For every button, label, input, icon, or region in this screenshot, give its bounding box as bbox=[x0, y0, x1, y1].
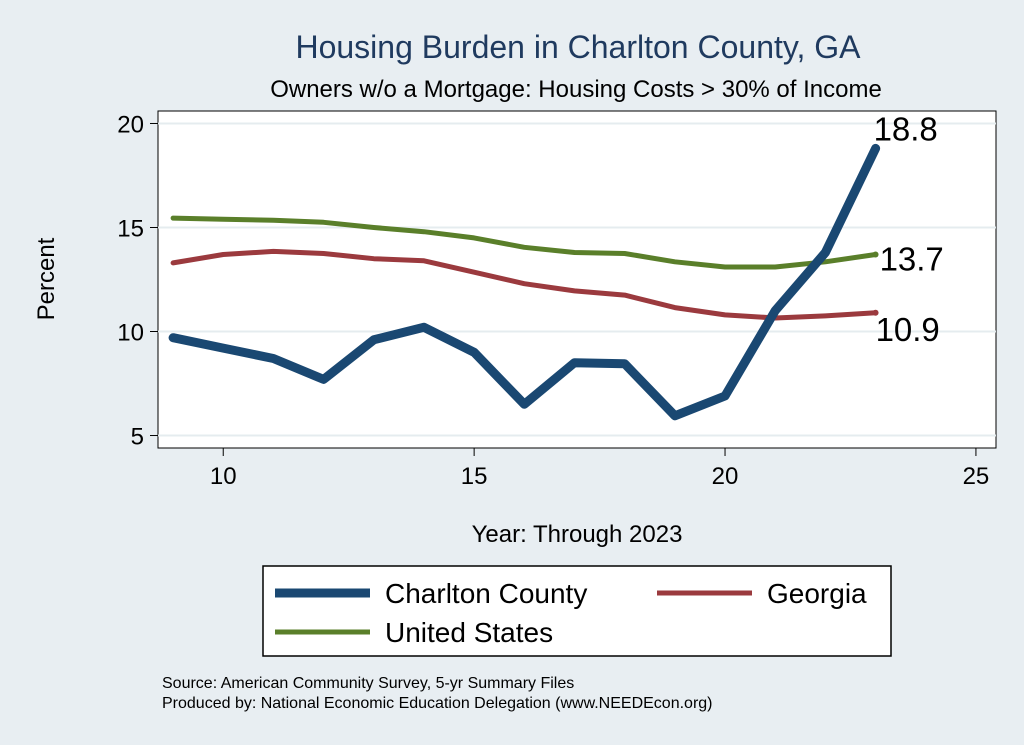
plot-area bbox=[157, 110, 997, 449]
y-tick-label-15: 15 bbox=[117, 215, 144, 242]
x-axis: 10 15 20 25 bbox=[210, 448, 989, 490]
x-axis-label: Year: Through 2023 bbox=[472, 521, 683, 548]
legend-box bbox=[262, 565, 892, 657]
series-line-georgia bbox=[170, 248, 879, 321]
produced-by-note: Produced by: National Economic Education… bbox=[162, 695, 713, 712]
x-tick-label-10: 10 bbox=[210, 463, 237, 490]
y-tick-label-5: 5 bbox=[131, 424, 144, 451]
x-tick-label-15: 15 bbox=[461, 463, 488, 490]
series-end-point-georgia bbox=[872, 309, 879, 316]
source-note: Source: American Community Survey, 5-yr … bbox=[162, 675, 574, 692]
y-axis-label: Percent bbox=[33, 237, 60, 320]
end-label-united-states: 13.7 bbox=[880, 241, 944, 278]
legend-label-united-states: United States bbox=[385, 617, 553, 648]
series-end-point-united-states bbox=[872, 251, 879, 258]
y-tick-label-20: 20 bbox=[117, 111, 144, 138]
end-label-georgia: 10.9 bbox=[876, 311, 940, 348]
chart-subtitle: Owners w/o a Mortgage: Housing Costs > 3… bbox=[270, 76, 882, 103]
legend: Charlton County Georgia United States bbox=[275, 578, 867, 648]
chart-title: Housing Burden in Charlton County, GA bbox=[295, 29, 861, 65]
x-tick-label-20: 20 bbox=[712, 463, 739, 490]
gridlines bbox=[158, 122, 996, 437]
end-label-charlton-county: 18.8 bbox=[874, 110, 938, 147]
y-axis: 5 10 15 20 bbox=[117, 111, 158, 451]
series-line-united-states bbox=[170, 215, 879, 270]
end-labels: 18.8 10.9 13.7 bbox=[874, 110, 944, 347]
series-end-point-charlton-county bbox=[872, 145, 879, 152]
x-tick-label-25: 25 bbox=[963, 463, 990, 490]
series-group bbox=[168, 143, 881, 421]
y-tick-label-10: 10 bbox=[117, 320, 144, 347]
legend-label-georgia: Georgia bbox=[767, 578, 867, 609]
legend-label-charlton-county: Charlton County bbox=[385, 578, 587, 609]
series-line-charlton-county bbox=[168, 143, 881, 421]
